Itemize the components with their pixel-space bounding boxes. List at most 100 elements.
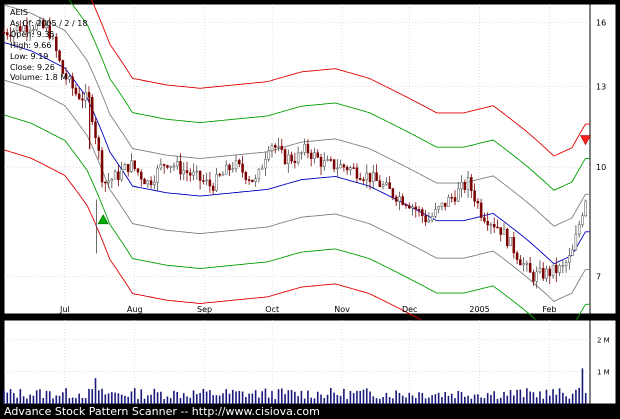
candle-body xyxy=(97,137,101,151)
volume-bar xyxy=(447,395,450,404)
candle-body xyxy=(293,160,297,163)
candle-body xyxy=(71,76,74,89)
volume-bar xyxy=(199,392,201,404)
volume-bar xyxy=(401,395,404,404)
candle-body xyxy=(437,206,440,210)
volume-bar xyxy=(333,392,335,404)
volume-bar xyxy=(411,395,414,404)
candle-body xyxy=(9,34,12,37)
volume-bar xyxy=(192,390,195,404)
volume-bars xyxy=(3,368,587,404)
candle-body xyxy=(211,185,215,191)
candle-body xyxy=(254,178,257,182)
candle-body xyxy=(352,167,355,169)
volume-bar xyxy=(300,390,303,404)
volume-bar xyxy=(277,389,280,404)
candle-body xyxy=(228,164,231,170)
volume-bar xyxy=(297,396,299,404)
volume-bar xyxy=(104,394,107,404)
candle-body xyxy=(264,158,267,169)
candle-body xyxy=(113,171,117,180)
date-tick-label: Oct xyxy=(265,305,279,314)
volume-bar xyxy=(117,393,120,404)
volume-tick-label: 1 M xyxy=(597,369,610,377)
candle-body xyxy=(100,150,104,183)
candle-body xyxy=(548,268,552,276)
volume-bar xyxy=(326,394,329,404)
volume-bar xyxy=(169,398,172,404)
candle-body xyxy=(55,36,58,52)
candle-body xyxy=(195,170,199,173)
volume-bar xyxy=(388,397,391,404)
volume-bar xyxy=(562,392,564,404)
footer-caption: Advance Stock Pattern Scanner -- http://… xyxy=(4,405,320,418)
volume-bar xyxy=(349,390,352,404)
volume-bar xyxy=(101,388,103,404)
candle-body xyxy=(74,87,78,95)
candle-body xyxy=(460,182,463,190)
candle-body xyxy=(58,50,61,61)
volume-bar xyxy=(146,395,149,404)
candle-body xyxy=(303,143,306,153)
volume-bar xyxy=(460,392,463,404)
volume-bar xyxy=(535,397,538,404)
volume-bar xyxy=(359,391,362,404)
volume-bar xyxy=(215,395,218,404)
volume-bar xyxy=(496,398,499,404)
volume-bar xyxy=(558,388,561,404)
volume-bar xyxy=(467,395,469,404)
volume-bar xyxy=(222,393,224,404)
candle-body xyxy=(22,25,25,32)
info-volume: Volume: 1.8 M xyxy=(10,73,67,82)
volume-bar xyxy=(434,394,437,404)
candle-body xyxy=(450,197,453,199)
candle-body xyxy=(345,166,349,171)
candle-body xyxy=(401,196,404,205)
volume-bar xyxy=(248,393,250,404)
info-open: Open: 9.35 xyxy=(10,30,54,39)
candle-body xyxy=(185,170,189,174)
volume-bar xyxy=(114,392,116,404)
candle-body xyxy=(110,178,114,182)
price-tick-label: 13 xyxy=(596,82,606,91)
candle-body xyxy=(358,178,362,180)
candle-body xyxy=(179,161,182,175)
volume-bar xyxy=(565,396,567,404)
candle-body xyxy=(375,172,378,181)
envelope-band-line xyxy=(3,114,590,337)
candle-body xyxy=(6,32,9,36)
volume-bar xyxy=(473,394,476,404)
candle-body xyxy=(12,30,16,37)
candle-body xyxy=(41,20,45,29)
candle-body xyxy=(368,172,372,182)
candle-body xyxy=(355,167,359,179)
price-axis-strip xyxy=(589,3,617,315)
volume-bar xyxy=(382,397,384,404)
volume-bar xyxy=(111,392,113,404)
volume-bar xyxy=(529,391,531,404)
volume-bar xyxy=(552,389,554,404)
candle-body xyxy=(336,167,339,170)
candle-body xyxy=(300,152,303,154)
candle-body xyxy=(126,164,130,172)
date-tick-label: 2005 xyxy=(469,305,489,314)
candle-body xyxy=(198,170,202,181)
volume-bar xyxy=(9,389,12,404)
volume-bar xyxy=(140,389,143,404)
candle-body xyxy=(362,179,365,181)
date-axis-ticks: Jul Aug Sep Oct Nov Dec 2005 Feb xyxy=(59,305,556,314)
volume-bar xyxy=(160,391,162,404)
candle-body xyxy=(372,172,375,182)
candle-body xyxy=(274,145,277,148)
volume-bar xyxy=(156,392,159,404)
volume-bar xyxy=(35,390,38,404)
volume-bar xyxy=(287,390,290,404)
volume-bar xyxy=(548,395,551,404)
candle-body xyxy=(84,92,87,101)
volume-bar xyxy=(62,392,64,404)
candle-body xyxy=(466,177,470,190)
date-tick-label: Nov xyxy=(334,305,350,314)
volume-bar xyxy=(313,398,316,404)
volume-bar xyxy=(499,397,502,404)
